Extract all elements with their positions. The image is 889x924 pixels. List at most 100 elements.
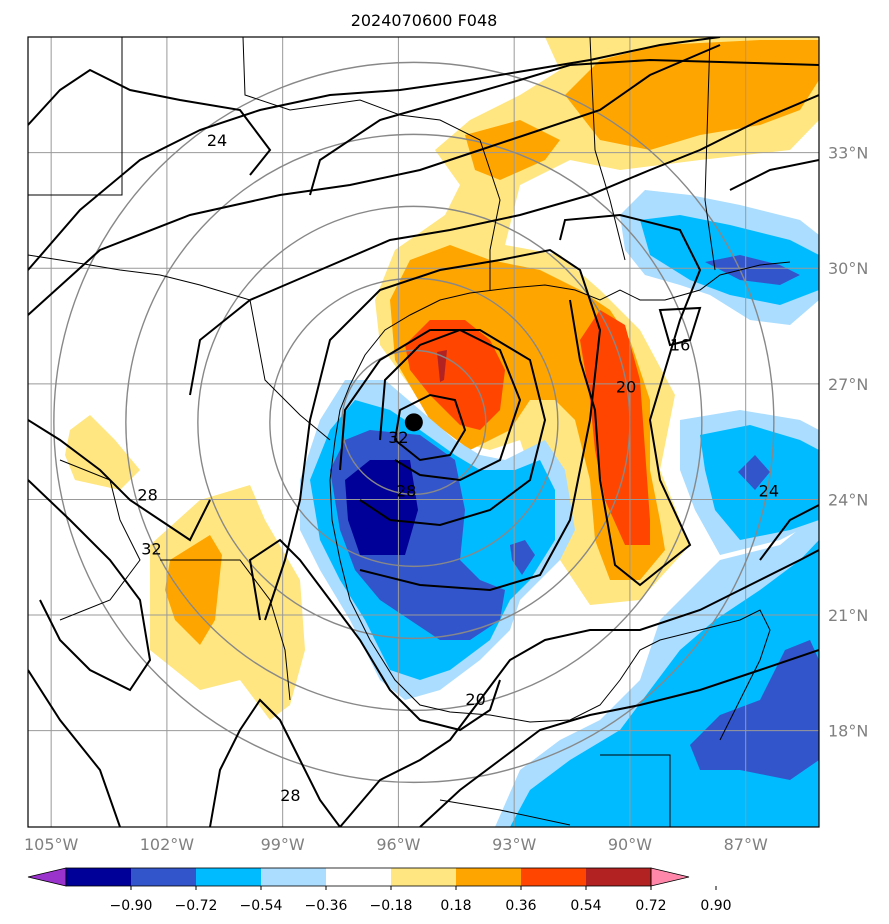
shade-pos-036-west: [165, 535, 222, 645]
shade-pos-018-small: [65, 415, 140, 490]
state-line-2: [589, 37, 626, 261]
contour-north-1: [28, 37, 721, 271]
colorbar-frame: [65, 867, 652, 887]
map-frame: [27, 36, 820, 828]
lat-label-5: 18°N: [828, 722, 868, 741]
contour-20-ne: [559, 213, 702, 587]
lat-label-3: 24°N: [828, 490, 868, 509]
range-rings: [53, 61, 775, 784]
contour-label-0: 24: [207, 131, 227, 150]
contour-closed-low-inner: [393, 393, 467, 462]
guatemala-border: [439, 799, 571, 826]
contour-east-24: [759, 504, 819, 561]
shade-pos-054-b: [580, 310, 650, 545]
colorbar-segment-8: [586, 868, 651, 886]
contour-label-1: 16: [670, 335, 690, 354]
colorbar-extend-max: [650, 867, 690, 887]
yucatan-border: [600, 754, 671, 827]
contour-label-5: 28: [137, 486, 157, 505]
colorbar-segment-2: [196, 868, 261, 886]
lon-label-6: 87°W: [724, 835, 768, 854]
rio-grande: [28, 254, 161, 276]
contour-west-outer: [28, 669, 121, 827]
range-ring-4: [125, 133, 703, 712]
lat-label-2: 27°N: [828, 375, 868, 394]
shade-neg-072-ne: [705, 255, 800, 285]
colorbar-tick-label-0: −0.90: [110, 898, 153, 914]
contour-24-big: [264, 248, 602, 621]
contour-32-ring: [379, 328, 522, 482]
colorbar: −0.90 −0.72 −0.54 −0.36 −0.18 0.18 0.36 0.54 0.7…: [27, 867, 732, 914]
lon-label-1: 102°W: [140, 835, 195, 854]
contour-16-ne: [658, 306, 702, 347]
longitude-tick-labels: 105°W 102°W 99°W 96°W 93°W 90°W 87°W: [24, 835, 768, 854]
colorbar-tick-label-2: −0.54: [240, 898, 283, 914]
colorbar-tick-label-6: 0.36: [505, 898, 536, 914]
colorbar-segment-4: [326, 868, 391, 886]
colorbar-tick-label-5: 0.18: [440, 898, 471, 914]
state-line-nw: [28, 37, 123, 196]
mexico-interior-2: [160, 559, 291, 701]
colorbar-segment-6: [456, 868, 521, 886]
shade-pos-018-west: [150, 485, 305, 720]
colorbar-tick-label-9: 0.90: [700, 898, 731, 914]
state-line-1: [242, 37, 501, 290]
contour-label-3: 32: [388, 428, 408, 447]
shade-pos-072: [437, 350, 447, 382]
contour-east-top: [729, 159, 819, 191]
lon-label-4: 93°W: [492, 835, 536, 854]
shade-neg-072-dot: [510, 540, 535, 575]
contour-west-28: [28, 419, 211, 542]
lon-label-2: 99°W: [261, 835, 305, 854]
contour-label-2: 20: [616, 378, 636, 397]
contour-north-2: [309, 58, 819, 196]
colorbar-tick-label-4: −0.18: [370, 898, 413, 914]
colorbar-segment-5: [391, 868, 456, 886]
height-contours: [28, 37, 819, 827]
colorbar-tick-label-8: 0.72: [635, 898, 666, 914]
contour-label-4: 28: [396, 482, 416, 501]
contour-label-8: 20: [465, 690, 485, 709]
lon-label-5: 90°W: [608, 835, 652, 854]
range-ring-5: [53, 61, 775, 784]
us-gulf-coastline: [334, 261, 791, 441]
texas-border: [159, 274, 331, 441]
contour-gulf-inner: [248, 538, 501, 732]
contour-south-20: [339, 549, 819, 827]
contour-label-6: 32: [141, 540, 161, 559]
contour-north-3: [28, 44, 721, 316]
latitude-tick-labels: 33°N 30°N 27°N 24°N 21°N 18°N: [828, 144, 868, 741]
map-panel: 24 16 20 32 28 28 32 24 20 28: [28, 37, 819, 827]
contour-west-24: [28, 68, 272, 176]
contour-label-9: 28: [280, 786, 300, 805]
colorbar-segment-7: [521, 868, 586, 886]
mexico-interior-1: [59, 459, 141, 621]
contour-28-ring: [339, 329, 547, 527]
contour-north-4: [189, 94, 819, 396]
lon-label-0: 105°W: [24, 835, 79, 854]
lat-label-1: 30°N: [828, 259, 868, 278]
colorbar-tick-label-3: −0.36: [305, 898, 348, 914]
contour-south-outer: [419, 649, 819, 827]
storm-center-marker: [404, 413, 423, 432]
shade-neg-072-se: [690, 640, 819, 780]
colorbar-extend-min: [27, 867, 67, 887]
colorbar-segment-1: [131, 868, 196, 886]
state-line-3: [704, 37, 716, 271]
shade-pos-054-a: [405, 320, 505, 430]
shade-neg-090: [345, 460, 418, 555]
contour-labels: 24 16 20 32 28 28 32 24 20 28: [137, 131, 779, 805]
lat-label-4: 21°N: [828, 606, 868, 625]
lon-label-3: 96°W: [376, 835, 420, 854]
contour-label-7: 24: [759, 482, 779, 501]
contour-southwest: [209, 698, 341, 827]
colorbar-tick-label-7: 0.54: [570, 898, 601, 914]
colorbar-segment-3: [261, 868, 326, 886]
range-ring-3: [197, 205, 631, 640]
map-gridlines: [28, 37, 819, 827]
lat-label-0: 33°N: [828, 144, 868, 163]
colorbar-tick-label-1: −0.72: [175, 898, 218, 914]
figure-title: 2024070600 F048: [351, 11, 498, 30]
contour-west-32: [28, 479, 152, 692]
